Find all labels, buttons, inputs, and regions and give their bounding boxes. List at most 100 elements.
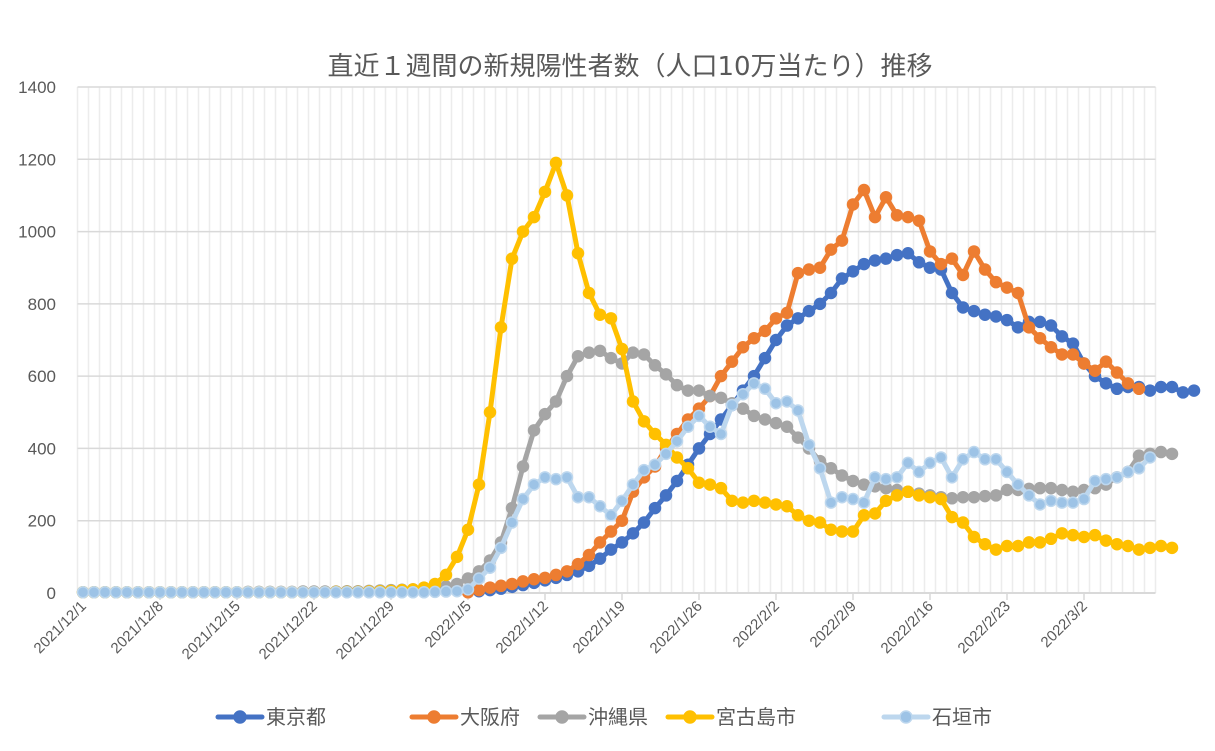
data-point bbox=[692, 409, 706, 423]
data-point bbox=[483, 581, 497, 594]
data-point bbox=[1110, 471, 1124, 484]
data-point bbox=[813, 516, 827, 529]
data-point bbox=[681, 420, 695, 433]
data-point bbox=[967, 304, 981, 318]
data-point bbox=[351, 586, 365, 599]
data-point bbox=[703, 420, 717, 433]
data-point bbox=[1011, 478, 1025, 491]
data-point bbox=[879, 252, 893, 265]
data-point bbox=[670, 474, 684, 488]
series-4 bbox=[76, 377, 1157, 599]
data-point bbox=[681, 462, 695, 475]
data-point bbox=[835, 469, 849, 482]
data-point bbox=[604, 525, 618, 538]
data-point bbox=[461, 523, 475, 536]
data-point bbox=[472, 583, 486, 597]
data-point bbox=[593, 500, 607, 513]
data-point bbox=[1033, 331, 1047, 345]
data-point bbox=[593, 308, 607, 321]
data-point bbox=[483, 406, 497, 419]
data-point bbox=[714, 427, 728, 441]
data-point bbox=[681, 384, 695, 397]
data-point bbox=[802, 438, 816, 452]
data-point bbox=[615, 494, 629, 508]
data-point bbox=[516, 575, 530, 588]
data-point bbox=[263, 586, 277, 599]
data-point bbox=[692, 442, 706, 455]
data-point bbox=[747, 494, 761, 508]
data-point bbox=[1143, 451, 1157, 464]
x-tick-label: 2022/1/5 bbox=[422, 598, 475, 651]
data-point bbox=[725, 355, 739, 368]
data-point bbox=[494, 579, 508, 593]
data-point bbox=[1099, 355, 1113, 368]
data-point bbox=[1022, 489, 1036, 502]
data-point bbox=[747, 409, 761, 423]
data-point bbox=[736, 402, 750, 415]
data-point bbox=[912, 256, 926, 269]
data-point bbox=[813, 462, 827, 475]
data-point bbox=[956, 453, 970, 466]
data-point bbox=[241, 586, 255, 599]
data-point bbox=[780, 420, 794, 433]
data-point bbox=[791, 312, 805, 325]
data-point bbox=[890, 489, 904, 502]
data-point bbox=[1055, 330, 1069, 343]
y-axis-ticks: 0 200 400 600 800 1000 1200 1400 bbox=[18, 78, 56, 603]
data-point bbox=[285, 586, 299, 599]
data-point bbox=[131, 586, 145, 599]
data-point bbox=[1066, 337, 1080, 350]
data-point bbox=[769, 333, 783, 347]
data-point bbox=[956, 516, 970, 529]
data-point bbox=[1033, 481, 1047, 495]
legend-item: 大阪府 bbox=[409, 705, 520, 729]
data-point bbox=[1066, 528, 1080, 542]
data-point bbox=[923, 456, 937, 470]
data-point bbox=[593, 536, 607, 549]
data-point bbox=[1000, 483, 1014, 497]
data-point bbox=[1055, 348, 1069, 361]
data-point bbox=[560, 471, 574, 484]
data-point bbox=[692, 384, 706, 397]
data-point bbox=[593, 344, 607, 358]
data-point bbox=[824, 523, 838, 536]
data-point bbox=[1044, 340, 1058, 354]
data-point bbox=[846, 525, 860, 538]
x-tick-label: 2022/3/2 bbox=[1038, 598, 1091, 651]
data-point bbox=[703, 478, 717, 491]
data-point bbox=[527, 210, 541, 224]
data-point bbox=[340, 586, 354, 599]
data-point bbox=[516, 492, 530, 506]
data-point bbox=[868, 471, 882, 484]
data-point bbox=[714, 391, 728, 405]
data-point bbox=[879, 190, 893, 204]
data-point bbox=[582, 346, 596, 359]
data-point bbox=[1187, 384, 1201, 397]
data-point bbox=[1000, 465, 1014, 479]
data-point bbox=[1044, 481, 1058, 495]
data-point bbox=[758, 413, 772, 426]
data-point bbox=[912, 465, 926, 479]
data-point bbox=[406, 586, 420, 599]
data-point bbox=[945, 492, 959, 505]
data-point bbox=[538, 571, 552, 585]
data-point bbox=[802, 514, 816, 527]
data-point bbox=[1099, 377, 1113, 390]
x-tick-label: 2021/12/1 bbox=[31, 598, 90, 657]
data-point bbox=[824, 462, 838, 475]
data-point bbox=[527, 424, 541, 437]
data-point bbox=[505, 577, 519, 591]
data-point bbox=[1099, 534, 1113, 547]
data-point bbox=[109, 586, 123, 599]
data-point bbox=[868, 507, 882, 520]
data-point bbox=[296, 586, 310, 599]
data-point bbox=[901, 247, 915, 260]
y-tick-label: 1200 bbox=[18, 150, 56, 169]
legend-marker bbox=[899, 710, 913, 724]
data-point bbox=[791, 266, 805, 280]
data-point bbox=[879, 472, 893, 486]
data-point bbox=[76, 586, 90, 599]
data-point bbox=[670, 451, 684, 464]
data-point bbox=[1055, 496, 1069, 509]
data-point bbox=[835, 525, 849, 538]
